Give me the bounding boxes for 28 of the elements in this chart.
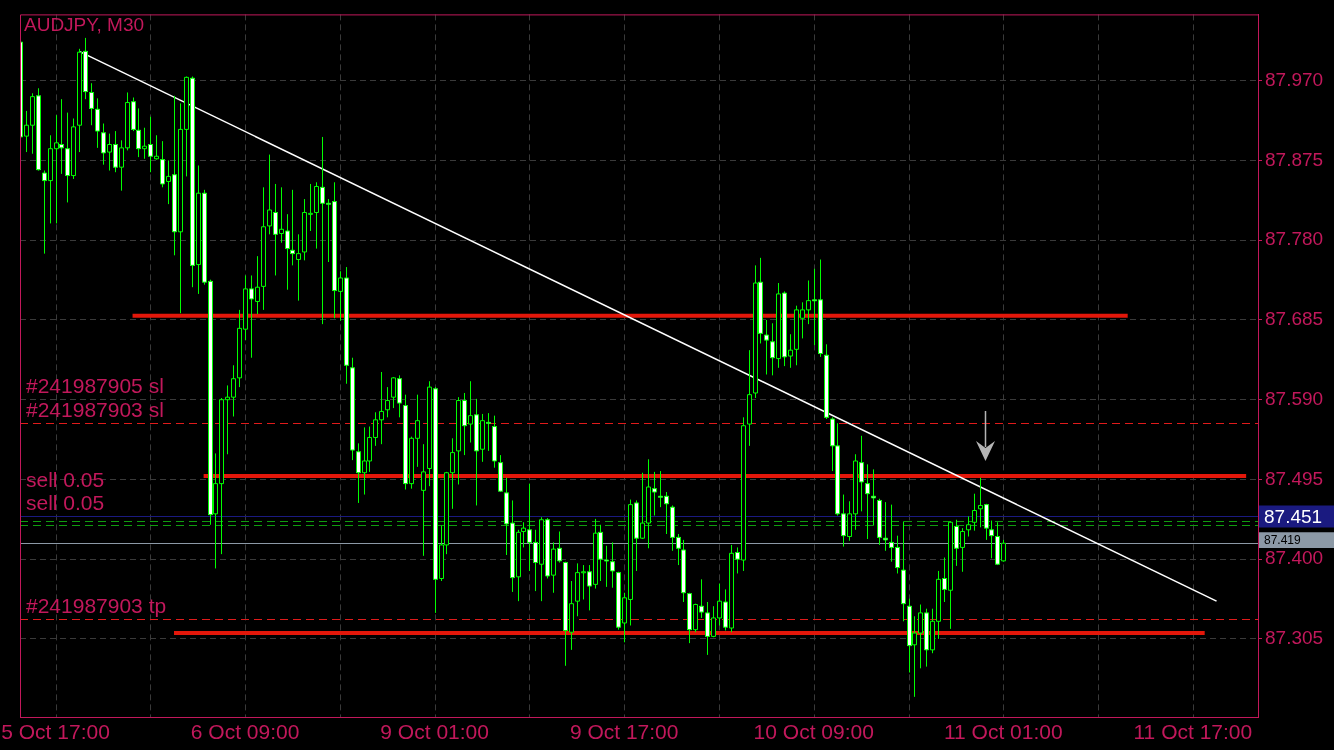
y-tick-label: 87.685 <box>1265 308 1324 330</box>
x-tick-label: 11 Oct 01:00 <box>943 720 1063 744</box>
x-tick-label: 9 Oct 01:00 <box>380 720 489 744</box>
x-tick-label: 11 Oct 17:00 <box>1133 720 1253 744</box>
chart-title: AUDJPY, M30 <box>24 14 145 36</box>
candlestick <box>350 357 355 461</box>
ref-line-label: #241987903 sl <box>26 398 164 422</box>
candlestick <box>972 493 977 532</box>
y-tick-label: 87.400 <box>1265 547 1324 569</box>
x-tick-label: 6 Oct 09:00 <box>190 720 300 744</box>
ref-line-label: 87.451 <box>1264 505 1323 527</box>
candlestick <box>421 443 426 557</box>
ref-line-label: sell 0.05 <box>26 467 105 491</box>
x-tick-label: 5 Oct 17:00 <box>1 720 110 744</box>
ref-line-label: sell 0.05 <box>26 491 105 515</box>
x-tick-label: 9 Oct 17:00 <box>569 720 679 744</box>
y-tick-label: 87.875 <box>1265 148 1324 170</box>
candlestick <box>498 454 503 493</box>
y-tick-label: 87.590 <box>1265 387 1324 409</box>
y-tick-label: 87.305 <box>1265 627 1324 649</box>
y-tick-label: 87.495 <box>1265 467 1324 489</box>
x-tick-label: 10 Oct 09:00 <box>753 720 874 744</box>
y-tick-label: 87.780 <box>1265 228 1324 250</box>
candlestick <box>747 349 752 447</box>
ref-line-label: #241987903 tp <box>26 593 167 617</box>
y-tick-label: 87.970 <box>1265 68 1324 90</box>
annotation: #241987905 sl <box>26 374 164 398</box>
ref-line-label: 87.419 <box>1264 533 1302 548</box>
